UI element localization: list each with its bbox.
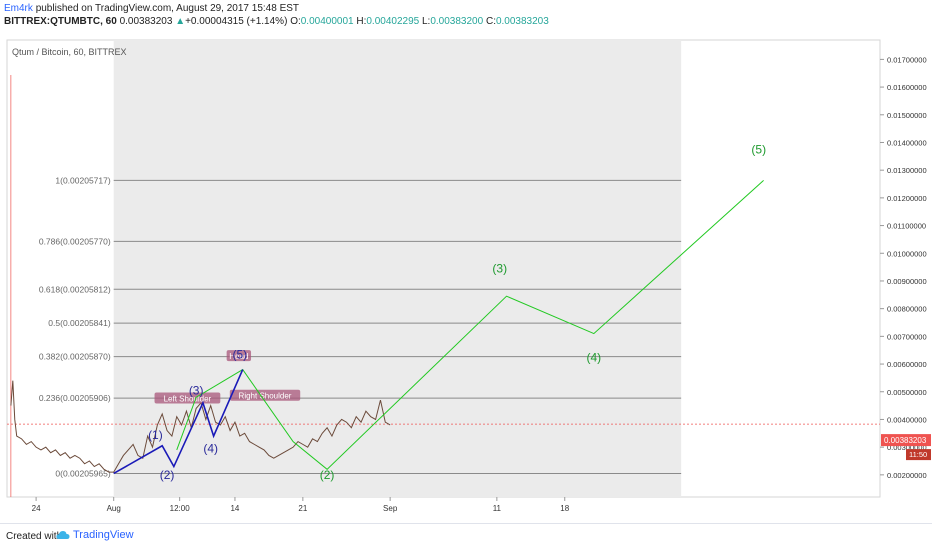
close-label: C: bbox=[485, 16, 496, 27]
x-tick-label: Aug bbox=[107, 504, 121, 513]
close-value: 0.00383203 bbox=[495, 16, 549, 27]
price-change: +0.00004315 (+1.14%) bbox=[185, 16, 288, 27]
published-text: published on TradingView.com, August 29,… bbox=[35, 3, 300, 14]
symbol-label: BITTREX:QTUMBTC, 60 bbox=[4, 16, 117, 27]
y-tick-label: 0.00200000 bbox=[887, 471, 927, 480]
pattern-annotation-box bbox=[229, 389, 301, 401]
price-series-line bbox=[10, 380, 391, 473]
y-tick-label: 0.00500000 bbox=[887, 388, 927, 397]
y-tick-label: 0.01200000 bbox=[887, 194, 927, 203]
y-tick-label: 0.00900000 bbox=[887, 277, 927, 286]
y-tick-label: 0.00800000 bbox=[887, 305, 927, 314]
y-tick-label: 0.01000000 bbox=[887, 249, 927, 258]
x-tick-label: 21 bbox=[298, 504, 307, 513]
green-wave-label: (4) bbox=[587, 350, 602, 364]
open-label: O: bbox=[290, 16, 301, 27]
fib-shaded-region bbox=[113, 40, 682, 497]
countdown-tag bbox=[906, 449, 931, 461]
pattern-annotation-label: Head bbox=[229, 352, 248, 361]
publish-line: Em4rk published on TradingView.com, Augu… bbox=[4, 2, 928, 15]
low-label: L: bbox=[422, 16, 431, 27]
x-tick-label: 12:00 bbox=[170, 504, 191, 513]
x-tick-label: 18 bbox=[560, 504, 569, 513]
open-value: 0.00400001 bbox=[300, 16, 354, 27]
fib-level-label: 0.5(0.00205841) bbox=[48, 318, 111, 328]
chart-title: Qtum / Bitcoin, 60, BITTREX bbox=[12, 47, 127, 57]
low-value: 0.00383200 bbox=[430, 16, 484, 27]
footer-bar: Created with TradingView bbox=[0, 523, 932, 551]
quote-line: BITTREX:QTUMBTC, 60 0.00383203 ▲+0.00004… bbox=[4, 15, 928, 28]
y-tick-label: 0.01400000 bbox=[887, 138, 927, 147]
high-value: 0.00402295 bbox=[366, 16, 420, 27]
blue-wave-label: (4) bbox=[203, 442, 218, 456]
pattern-annotation-box bbox=[154, 392, 221, 404]
last-price: 0.00383203 bbox=[119, 16, 173, 27]
high-label: H: bbox=[356, 16, 367, 27]
publisher-link[interactable]: Em4rk bbox=[4, 3, 33, 14]
green-wave-line bbox=[176, 180, 764, 470]
green-wave-label: (2) bbox=[320, 468, 335, 482]
green-wave-label: (3) bbox=[492, 262, 507, 276]
green-wave-label: (5) bbox=[751, 143, 766, 157]
y-tick-label: 0.00400000 bbox=[887, 415, 927, 424]
tradingview-brand[interactable]: TradingView bbox=[56, 529, 134, 541]
blue-wave-label: (1) bbox=[148, 428, 163, 442]
tradingview-cloud-icon bbox=[56, 531, 70, 539]
fib-level-label: 0.786(0.00205770) bbox=[39, 236, 111, 246]
blue-wave-line bbox=[113, 369, 244, 475]
x-tick-label: 24 bbox=[32, 504, 41, 513]
y-tick-label: 0.01600000 bbox=[887, 83, 927, 92]
y-tick-label: 0.00700000 bbox=[887, 332, 927, 341]
current-price-tag-label: 0.00383203 bbox=[884, 436, 927, 445]
blue-wave-label: (3) bbox=[189, 384, 204, 398]
blue-wave-label: (5) bbox=[232, 348, 247, 362]
y-tick-label: 0.00300000 bbox=[887, 443, 927, 452]
countdown-tag-label: 11:50 bbox=[909, 450, 927, 459]
y-tick-label: 0.01500000 bbox=[887, 111, 927, 120]
current-price-tag bbox=[881, 434, 931, 447]
x-tick-label: Sep bbox=[383, 504, 398, 513]
y-tick-label: 0.01100000 bbox=[887, 222, 926, 231]
blue-wave-label: (2) bbox=[160, 468, 175, 482]
pattern-annotation-box bbox=[226, 350, 252, 362]
fib-level-label: 0.382(0.00205870) bbox=[39, 352, 111, 362]
pattern-annotation-label: Left Shoulder bbox=[164, 395, 212, 404]
pattern-annotation-label: Right Shoulder bbox=[239, 392, 292, 401]
created-with-label: Created with bbox=[6, 531, 63, 542]
price-chart[interactable]: Qtum / Bitcoin, 60, BITTREX 0.01700000 0.0… bbox=[0, 0, 932, 522]
up-arrow-icon: ▲ bbox=[175, 16, 186, 27]
fib-level-label: 1(0.00205717) bbox=[55, 175, 110, 185]
fib-level-label: 0.236(0.00205906) bbox=[39, 393, 111, 403]
y-tick-label: 0.00600000 bbox=[887, 360, 927, 369]
tradingview-brand-text: TradingView bbox=[73, 529, 134, 541]
x-tick-label: 11 bbox=[493, 504, 502, 513]
y-tick-label: 0.01300000 bbox=[887, 166, 927, 175]
fib-level-label: 0(0.00205965) bbox=[55, 468, 110, 478]
x-tick-label: 14 bbox=[230, 504, 239, 513]
fib-level-label: 0.618(0.00205812) bbox=[39, 284, 111, 294]
y-tick-label: 0.01700000 bbox=[887, 55, 927, 64]
chart-header: Em4rk published on TradingView.com, Augu… bbox=[4, 2, 928, 32]
